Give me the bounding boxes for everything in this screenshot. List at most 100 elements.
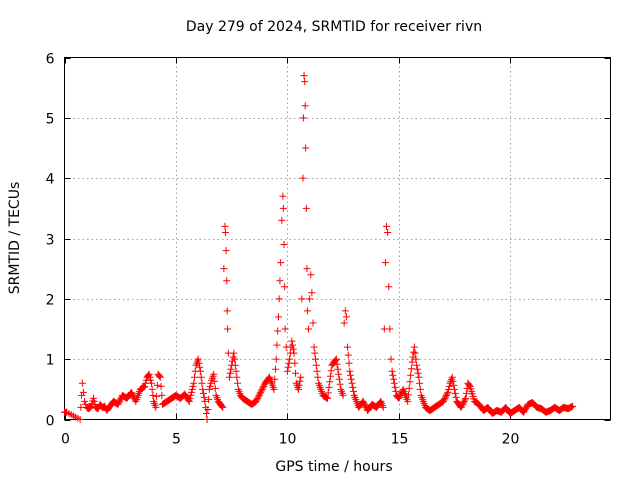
data-point — [145, 370, 153, 378]
data-point-interp — [311, 349, 319, 357]
data-point-interp — [313, 367, 321, 375]
data-point — [300, 72, 308, 80]
data-point-interp — [396, 393, 404, 401]
data-point — [79, 388, 87, 396]
data-point-interp — [260, 382, 268, 390]
data-point — [309, 319, 317, 327]
data-point-interp — [443, 390, 451, 398]
data-point — [410, 343, 418, 351]
data-point — [339, 391, 347, 399]
y-tick-label: 0 — [46, 414, 55, 430]
data-point-interp — [405, 384, 413, 392]
data-points — [61, 72, 577, 423]
data-point-interp — [445, 385, 453, 393]
data-point — [76, 416, 84, 423]
data-point — [270, 385, 278, 393]
data-point-interp — [442, 391, 450, 399]
data-point-interp — [323, 394, 331, 402]
data-point-interp — [334, 365, 342, 373]
data-point — [221, 222, 229, 230]
y-axis-label: SRMTID / TECUs — [7, 182, 23, 295]
data-point-interp — [141, 379, 149, 387]
data-point-interp — [406, 378, 414, 386]
data-point — [385, 283, 393, 291]
data-point — [199, 385, 207, 393]
data-point-interp — [289, 345, 297, 353]
data-point-interp — [326, 378, 334, 386]
data-point — [323, 394, 331, 402]
data-point-interp — [348, 379, 356, 387]
data-point-interp — [139, 383, 147, 391]
data-point — [569, 402, 577, 410]
data-point — [312, 361, 320, 369]
data-point — [303, 265, 311, 273]
data-point-interp — [254, 393, 262, 401]
data-point-interp — [440, 396, 448, 404]
data-point-interp — [462, 389, 470, 397]
data-point — [280, 241, 288, 249]
data-point-interp — [349, 383, 357, 391]
data-point — [395, 394, 403, 402]
data-point — [415, 373, 423, 381]
data-point — [281, 283, 289, 291]
data-point-interp — [271, 375, 279, 383]
data-point — [141, 382, 149, 390]
data-point — [147, 379, 155, 387]
data-point-interp — [460, 397, 468, 405]
data-point — [386, 325, 394, 333]
data-point — [221, 228, 229, 236]
data-point — [301, 78, 309, 86]
data-point-interp — [459, 399, 467, 407]
x-tick-label: 5 — [172, 432, 181, 448]
data-point — [379, 403, 387, 411]
data-point — [224, 325, 232, 333]
data-point — [127, 388, 135, 396]
data-point-interp — [361, 402, 369, 410]
data-point-interp — [465, 381, 473, 389]
data-point-interp — [253, 396, 261, 404]
data-point — [457, 403, 465, 411]
data-point-interp — [461, 396, 469, 404]
data-point — [301, 102, 309, 110]
x-tick-label: 10 — [279, 432, 297, 448]
data-point — [295, 385, 302, 393]
data-point — [281, 325, 289, 333]
data-point — [78, 379, 86, 387]
data-point-interp — [128, 390, 136, 398]
data-point — [297, 373, 305, 381]
data-point — [302, 204, 310, 212]
data-point-interp — [207, 379, 215, 387]
data-point — [332, 355, 340, 363]
data-point-interp — [197, 373, 205, 381]
data-point-interp — [205, 395, 213, 403]
data-point — [299, 174, 307, 182]
data-point-interp — [206, 382, 214, 390]
axis-ticks — [64, 57, 611, 421]
data-point — [288, 337, 296, 345]
tick-labels: 0 5 10 15 20 0 1 2 3 4 5 6 — [46, 52, 520, 448]
data-point — [388, 367, 396, 375]
data-point-interp — [452, 393, 460, 401]
data-point-interp — [196, 363, 204, 371]
y-tick-label: 1 — [46, 353, 55, 369]
data-point-interp — [451, 389, 459, 397]
data-point — [302, 144, 310, 152]
data-point-interp — [191, 373, 198, 381]
data-point-interp — [347, 375, 355, 383]
data-point — [278, 216, 286, 224]
x-tick-label: 0 — [61, 432, 70, 448]
data-point-interp — [391, 383, 399, 391]
data-point — [305, 325, 313, 333]
plot-frame — [64, 57, 611, 420]
data-point-interp — [295, 381, 303, 389]
data-point-interp — [450, 381, 458, 389]
data-point — [220, 265, 228, 273]
data-point-interp — [335, 370, 343, 378]
data-point-interp — [326, 372, 334, 380]
data-point-interp — [411, 349, 419, 357]
data-point-interp — [195, 359, 203, 367]
data-point — [274, 313, 282, 321]
data-point-interp — [322, 393, 330, 401]
data-point-interp — [273, 341, 281, 349]
data-point-interp — [199, 389, 207, 397]
